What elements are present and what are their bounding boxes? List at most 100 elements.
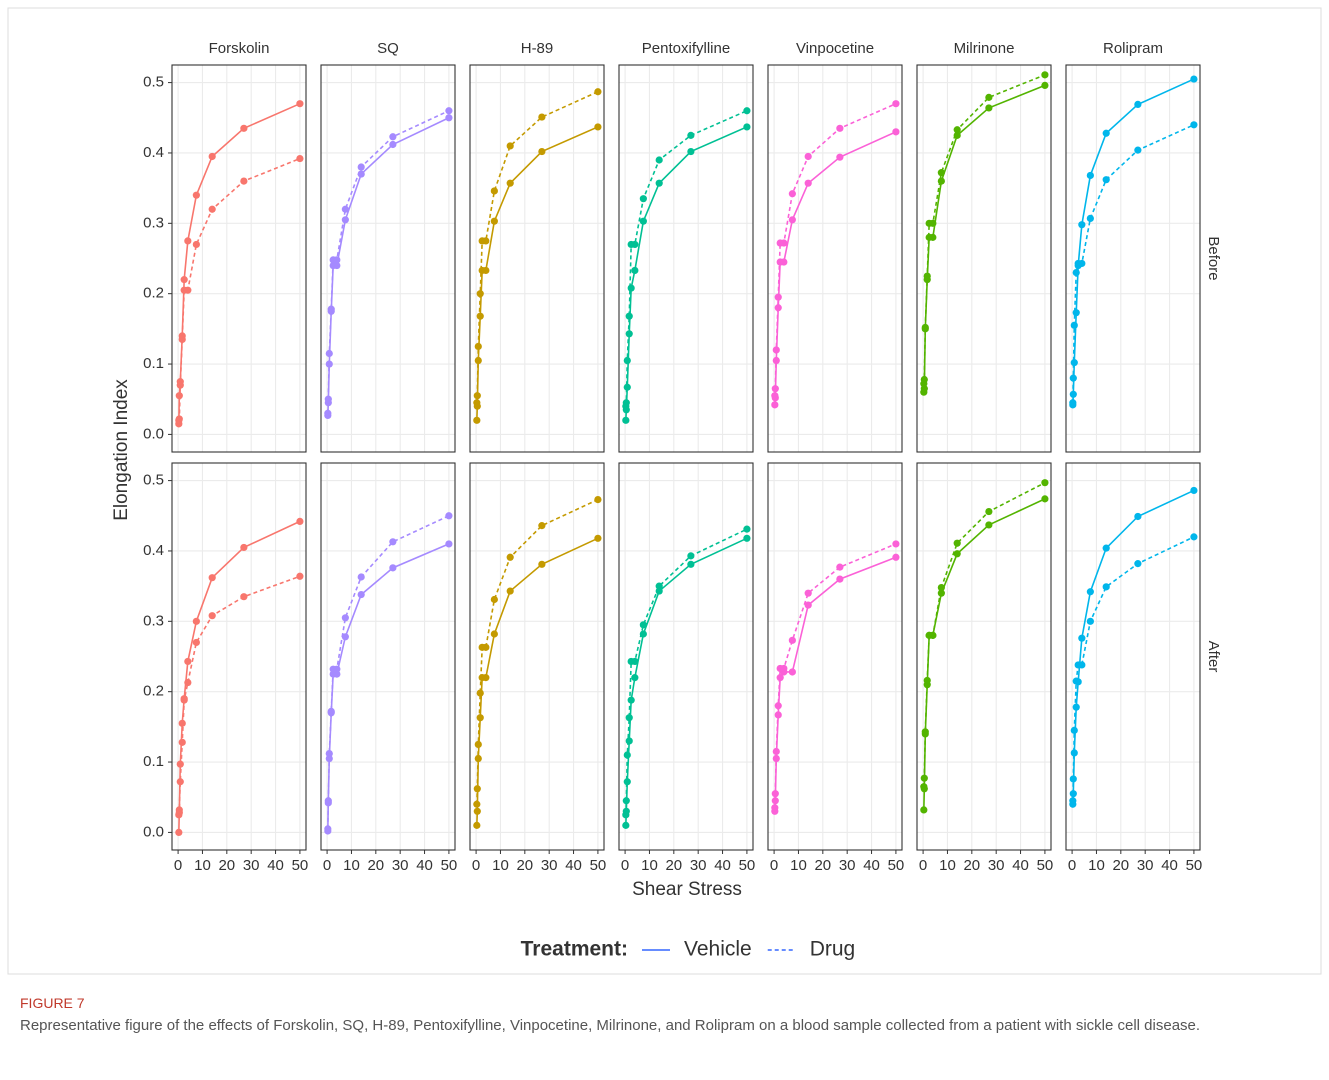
data-point (324, 799, 332, 807)
data-point (594, 534, 602, 542)
data-point (788, 636, 796, 644)
data-point (655, 582, 663, 590)
data-point (192, 638, 200, 647)
data-point (325, 349, 333, 358)
data-point (208, 152, 216, 161)
data-point (771, 804, 779, 812)
panel-border (469, 64, 605, 453)
data-point (1069, 399, 1077, 407)
data-point (490, 595, 498, 604)
data-point (772, 747, 780, 756)
series-line (625, 537, 748, 826)
data-point (623, 778, 631, 786)
data-point (482, 674, 490, 682)
data-point (1070, 321, 1078, 329)
panel-border (1065, 64, 1201, 453)
data-point (333, 256, 341, 264)
data-point (953, 131, 961, 139)
x-tick-label: 10 (194, 857, 211, 874)
data-point (476, 290, 484, 298)
data-point (627, 696, 635, 704)
x-tick-label: 10 (492, 857, 509, 874)
panel-border (171, 462, 307, 851)
data-point (623, 356, 631, 365)
data-point (627, 284, 635, 292)
data-point (445, 512, 453, 520)
x-tick-label: 20 (367, 857, 384, 874)
panel-background (768, 463, 902, 850)
panel-background (470, 65, 604, 452)
chart: Shear Stress Elongation Index Forskolin 0… (7, 7, 1322, 975)
data-point (743, 534, 751, 542)
data-point (1102, 544, 1110, 552)
data-point (892, 540, 900, 548)
panel-border (320, 462, 456, 851)
data-point (594, 495, 602, 504)
y-tick-label: 0.3 (143, 612, 164, 629)
series-line (1072, 489, 1195, 805)
data-point (296, 517, 304, 526)
data-point (327, 707, 335, 715)
series-line (1072, 536, 1195, 801)
data-point (490, 217, 498, 225)
panel-background (321, 463, 455, 850)
data-point (175, 415, 183, 423)
data-point (920, 375, 928, 384)
y-tick-label: 0.1 (143, 753, 164, 770)
panel-border (618, 462, 754, 851)
data-point (476, 714, 484, 722)
data-point (1134, 146, 1142, 154)
data-point (476, 312, 484, 320)
data-point (1102, 583, 1110, 591)
data-point (687, 131, 695, 139)
data-point (538, 522, 546, 530)
data-point (341, 205, 349, 213)
data-point (506, 587, 514, 595)
y-tick-label: 0.5 (143, 472, 164, 489)
panel-background (1066, 463, 1200, 850)
data-point (445, 540, 453, 548)
x-tick-label: 20 (665, 857, 682, 874)
facet-row-label: Before (1205, 236, 1222, 280)
legend-label: Vehicle (684, 938, 752, 961)
data-point (1072, 703, 1080, 711)
x-tick-label: 0 (919, 857, 927, 874)
data-point (192, 191, 200, 199)
x-tick-label: 10 (1088, 857, 1105, 874)
data-point (1069, 374, 1077, 382)
x-tick-label: 50 (590, 857, 607, 874)
data-point (631, 657, 639, 666)
data-point (324, 395, 332, 403)
data-point (1078, 259, 1086, 268)
data-point (473, 821, 481, 829)
x-tick-label: 0 (621, 857, 629, 874)
data-point (473, 807, 481, 815)
data-point (937, 169, 945, 177)
data-point (296, 100, 304, 108)
data-point (474, 342, 482, 351)
data-point (594, 88, 602, 96)
data-point (774, 702, 782, 710)
x-tick-label: 40 (565, 857, 582, 874)
data-point (622, 811, 630, 819)
x-tick-label: 20 (814, 857, 831, 874)
data-point (921, 728, 929, 736)
data-point (1190, 121, 1198, 129)
data-point (175, 828, 183, 837)
panel-border (916, 462, 1052, 851)
data-point (622, 416, 630, 424)
data-point (625, 714, 633, 722)
data-point (836, 124, 844, 132)
data-point (538, 560, 546, 568)
x-tick-label: 10 (790, 857, 807, 874)
data-point (921, 323, 929, 332)
x-tick-label: 0 (1068, 857, 1076, 874)
data-point (594, 123, 602, 131)
data-point (804, 589, 812, 597)
series-line (923, 481, 1046, 787)
data-point (788, 668, 796, 676)
y-tick-label: 0.4 (143, 542, 164, 559)
data-point (176, 381, 184, 389)
data-point (953, 550, 961, 558)
data-point (357, 573, 365, 581)
